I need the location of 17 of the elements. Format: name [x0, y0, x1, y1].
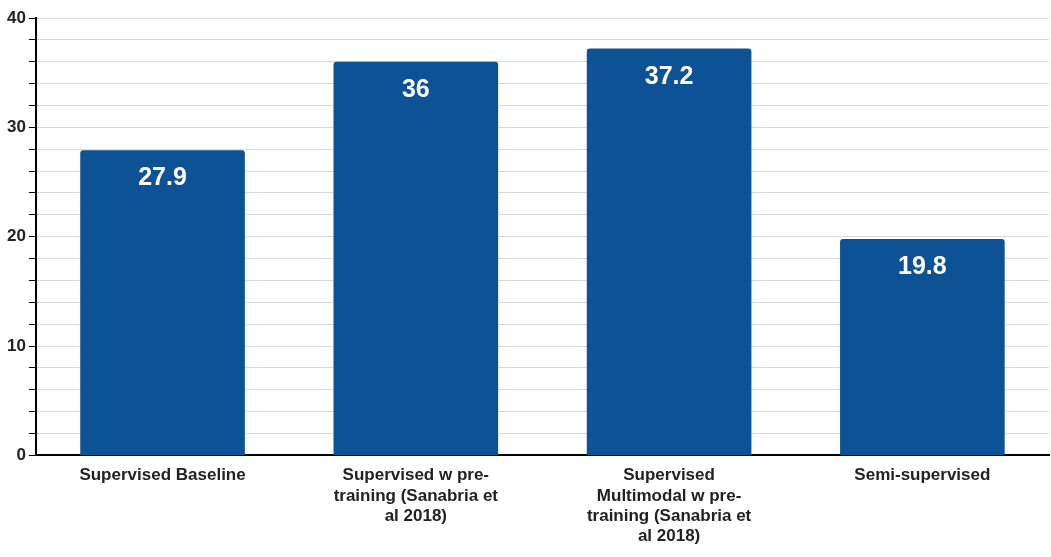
bar	[840, 238, 1005, 455]
bar	[80, 150, 245, 455]
y-tick-label: 30	[6, 117, 26, 137]
data-label: 36	[401, 73, 430, 102]
bar	[333, 61, 499, 455]
y-tick-label: 0	[16, 445, 26, 465]
data-label: 37.2	[644, 60, 694, 89]
x-tick-label: Supervised Multimodal w pre-training (Sanabria et al 2018)	[586, 465, 752, 546]
bar	[586, 48, 752, 455]
x-tick-label: Supervised w pre-training (Sanabria et al 2018)	[333, 465, 499, 526]
x-tick-label: Supervised Baseline	[79, 465, 246, 485]
data-label: 27.9	[138, 162, 187, 191]
y-tick-label: 20	[6, 226, 26, 246]
y-tick-label: 40	[6, 7, 26, 27]
y-tick-label: 10	[6, 335, 26, 355]
data-label: 19.8	[898, 250, 947, 279]
x-tick-label: Semi-supervised	[854, 465, 991, 485]
